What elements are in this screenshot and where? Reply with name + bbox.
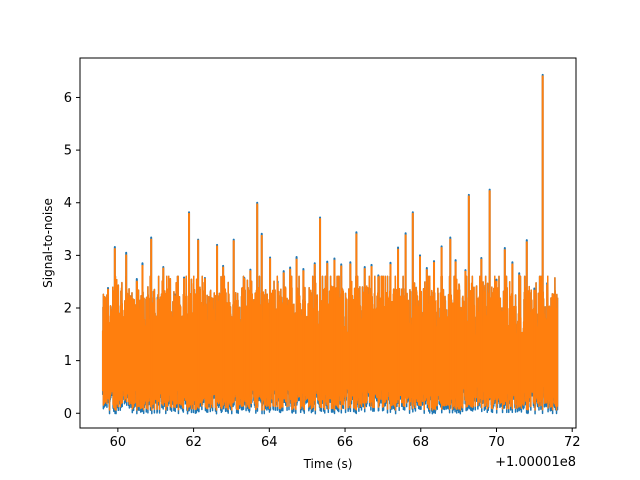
y-tick-label: 3 — [64, 249, 72, 264]
x-axis-label: Time (s) — [303, 457, 353, 471]
x-tick-label: 64 — [261, 435, 278, 450]
x-tick-label: 62 — [185, 435, 202, 450]
x-axis-ticks: 60 62 64 66 68 70 72 — [110, 428, 581, 450]
x-axis-offset-label: +1.00001e8 — [495, 455, 576, 470]
y-axis-ticks: 0 1 2 3 4 5 6 — [64, 91, 80, 422]
x-tick-label: 66 — [337, 435, 354, 450]
y-tick-label: 2 — [64, 302, 72, 317]
y-tick-label: 0 — [64, 407, 72, 422]
y-tick-label: 1 — [64, 354, 72, 369]
y-axis-label: Signal-to-noise — [41, 198, 55, 288]
series-layer — [101, 73, 559, 415]
x-tick-label: 68 — [412, 435, 429, 450]
y-tick-label: 5 — [64, 144, 72, 159]
plot-frame — [79, 57, 577, 429]
x-tick-label: 72 — [564, 435, 581, 450]
x-tick-label: 60 — [110, 435, 127, 450]
x-tick-label: 70 — [488, 435, 505, 450]
y-tick-label: 6 — [64, 91, 72, 106]
y-tick-label: 4 — [64, 196, 72, 211]
